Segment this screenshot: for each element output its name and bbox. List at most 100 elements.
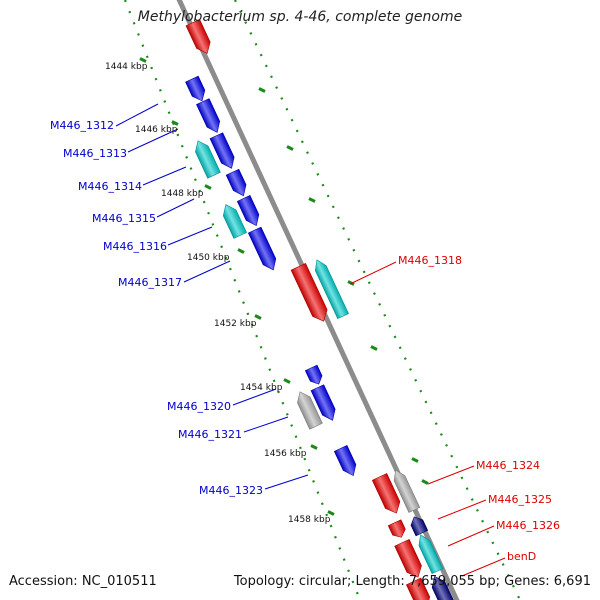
tick-label: 1450 kbp [187,253,230,263]
tick-label: 1448 kbp [161,189,204,199]
gene-arrow [222,204,247,239]
gene-teal-1316 [222,204,247,239]
gene-M446_1323 [333,445,357,477]
gene-arrow [410,516,429,537]
tick-label: 1456 kbp [264,449,307,459]
gene-top-red [185,19,211,54]
major-tick [283,378,291,384]
leader-line [232,388,277,406]
gene-arrow [209,132,235,169]
minor-tick [421,479,429,485]
gene-M446_1326-teal [418,534,444,575]
gene-M446_1314 [225,168,247,197]
gene-arrow [290,263,328,322]
gene-M446_1320 [304,364,323,385]
gene-M446_1312 [185,75,206,102]
leader-line [349,261,397,285]
gene-label-M446_1316: M446_1316 [103,240,167,253]
major-tick [204,184,212,190]
gene-arrow [393,469,421,513]
tick-label: 1452 kbp [214,319,257,329]
leader-line [167,226,213,246]
gene-label-M446_1325: M446_1325 [488,493,552,506]
leader-line [264,474,309,490]
leader-line [127,128,179,153]
gene-arrow [431,575,455,600]
leader-line [461,557,506,577]
gene-label-M446_1314: M446_1314 [78,180,142,193]
gene-arrow [333,445,357,477]
minor-tick [286,145,294,151]
gene-label-M446_1320: M446_1320 [167,400,231,413]
major-tick [327,510,335,516]
gene-M446_1317 [247,226,277,271]
gene-arrow [185,75,206,102]
gene-label-M446_1313: M446_1313 [63,147,127,160]
gene-M446_1315 [236,195,260,227]
minor-tick [258,87,266,93]
leader-line [142,166,187,186]
map-title: Methylobacterium sp. 4-46, complete geno… [137,9,463,25]
gene-grey-1321 [297,391,323,430]
gene-M446_1324-grey [393,469,421,513]
gene-arrow [195,140,221,179]
outer-tick-track [123,0,362,600]
gene-label-M446_1326: M446_1326 [496,519,560,532]
gene-M446_1318-teal [314,259,349,320]
gene-label-M446_1324: M446_1324 [476,459,540,472]
gene-arrow [196,98,221,133]
major-tick [237,248,245,254]
leader-line [447,525,495,547]
gene-M446_1312b [196,98,221,133]
gene-label-M446_1312: M446_1312 [50,119,114,132]
inner-tick-track [234,0,521,600]
major-tick [139,57,147,63]
gene-label-M446_1315: M446_1315 [92,212,156,225]
gene-teal-1314 [195,140,221,179]
gene-label-M446_1323: M446_1323 [199,484,263,497]
gene-M446_1321 [310,384,336,421]
leader-line [183,260,231,283]
gene-arrow [418,534,444,575]
gene-arrow [225,168,247,197]
gene-benD-red [406,577,431,600]
label-leaders [115,103,506,577]
gene-arrow [394,539,422,578]
accession-text: Accession: NC_010511 [9,574,157,589]
major-tick [310,444,318,450]
minor-tick [411,457,419,463]
genome-summary-text: Topology: circular; Length: 7,659,055 bp… [233,574,591,589]
gene-label-M446_1317: M446_1317 [118,276,182,289]
gene-label-M446_1321: M446_1321 [178,428,242,441]
gene-arrow [314,259,349,320]
gene-M446_1325-dark [410,516,429,537]
gene-M446_1324-red [371,473,401,514]
gene-arrow [236,195,260,227]
tick-label: 1458 kbp [288,515,331,525]
minor-tick [370,345,378,351]
gene-arrow [247,226,277,271]
gene-arrow [297,391,323,430]
gene-arrow [185,19,211,54]
gene-M446_1325-red [387,519,406,538]
tick-marks [123,0,521,600]
genes [185,19,455,600]
leader-line [437,499,487,520]
leader-line [156,198,195,218]
major-tick [254,314,262,320]
tick-label: 1444 kbp [105,62,148,72]
gene-arrow [406,577,431,600]
gene-arrow [387,519,406,538]
tick-label: 1454 kbp [240,383,283,393]
gene-label-benD: benD [507,550,536,563]
major-tick [171,120,179,126]
gene-M446_1318-red [290,263,328,322]
gene-label-M446_1318: M446_1318 [398,254,462,267]
gene-arrow [304,364,323,385]
gene-M446_1313 [209,132,235,169]
labels: 1444 kbp 1446 kbp 1448 kbp 1450 kbp 1452 kbp… [50,62,560,563]
leader-line [243,416,289,433]
gene-arrow [310,384,336,421]
tick-label: 1446 kbp [135,125,178,135]
